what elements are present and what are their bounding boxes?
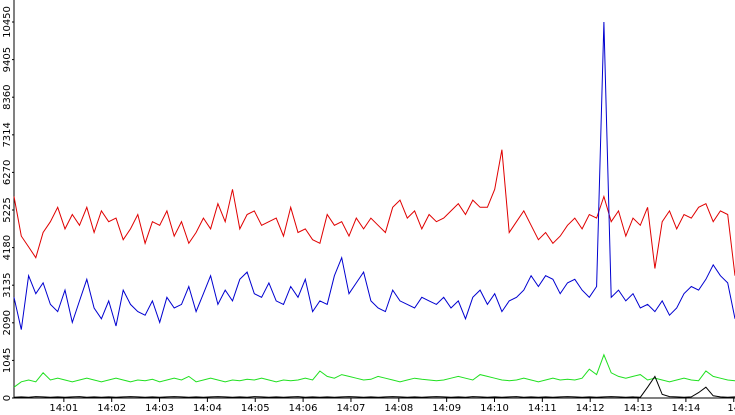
y-tick-label: 5225 <box>2 197 13 222</box>
x-tick-label: 14:07 <box>337 403 366 414</box>
y-tick-label: 6270 <box>2 160 13 185</box>
x-tick-label: 14:11 <box>528 403 557 414</box>
series-line <box>13 353 735 388</box>
series-line <box>13 149 735 276</box>
series-line <box>13 21 735 330</box>
x-tick-label: 14:10 <box>480 403 509 414</box>
y-tick-label: 4180 <box>2 235 13 260</box>
x-tick-label: 14:09 <box>432 403 461 414</box>
x-tick-label: 14:14 <box>671 403 700 414</box>
y-tick-label: 2090 <box>2 310 13 335</box>
x-tick-label: 14 <box>727 403 735 414</box>
x-tick-label: 14:12 <box>576 403 605 414</box>
x-tick-label: 14:05 <box>241 403 270 414</box>
y-tick-label: 9405 <box>2 47 13 72</box>
x-tick-label: 14:02 <box>97 403 126 414</box>
y-tick-label: 3135 <box>2 272 13 297</box>
y-tick-label: 1045 <box>2 348 13 373</box>
x-tick-label: 14:08 <box>384 403 413 414</box>
series-line <box>13 375 735 398</box>
y-tick-label: 8360 <box>2 84 13 109</box>
y-tick-label: 10450 <box>2 6 13 38</box>
x-tick-label: 14:01 <box>49 403 78 414</box>
x-tick-label: 14:13 <box>624 403 653 414</box>
x-tick-label: 14:03 <box>145 403 174 414</box>
y-tick-label: 7314 <box>2 122 13 147</box>
x-tick-label: 14:06 <box>289 403 318 414</box>
x-tick-label: 14:04 <box>193 403 222 414</box>
y-tick-label: 0 <box>2 395 13 401</box>
